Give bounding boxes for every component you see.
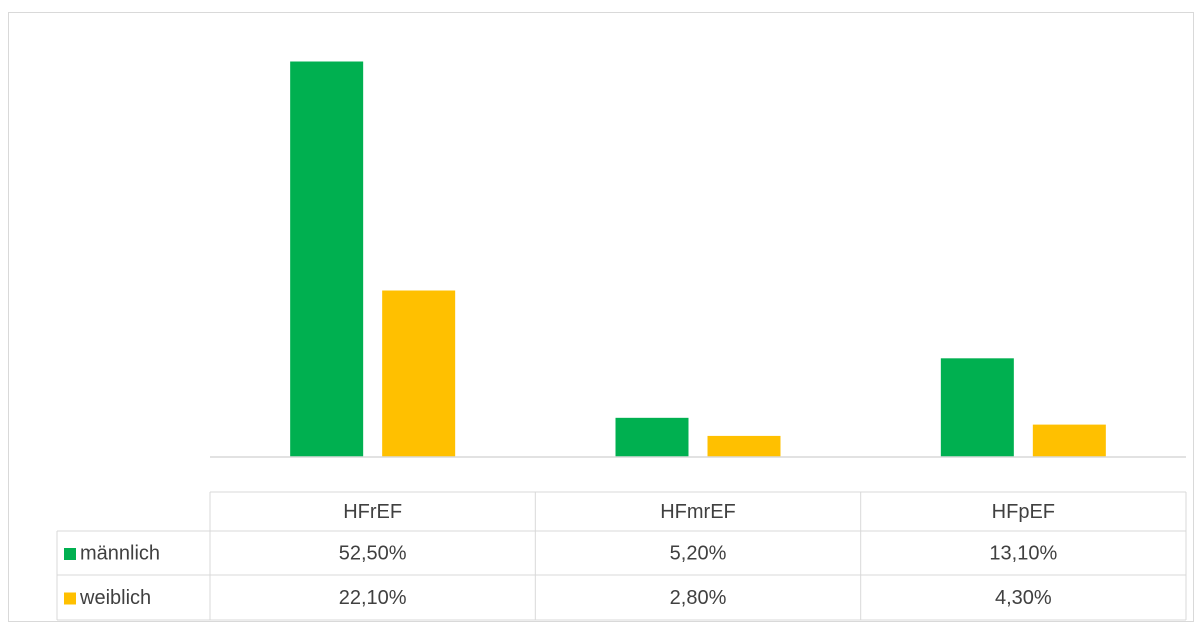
- x-tick-label: HFrEF: [343, 501, 402, 523]
- data-label: 5,20%: [670, 542, 727, 564]
- bar: [290, 61, 364, 457]
- data-label: 22,10%: [339, 587, 407, 609]
- data-label: 52,50%: [339, 542, 407, 564]
- data-label: 13,10%: [989, 542, 1057, 564]
- x-tick-label: HFpEF: [992, 501, 1055, 523]
- legend-swatch: [64, 592, 76, 605]
- legend-label: weiblich: [79, 587, 151, 609]
- x-tick-label: HFmrEF: [660, 501, 736, 523]
- chart-frame: [8, 12, 1194, 622]
- bar: [707, 435, 781, 457]
- legend-swatch: [64, 548, 76, 560]
- bar: [1032, 424, 1106, 457]
- bar: [940, 358, 1014, 457]
- data-label: 2,80%: [670, 587, 727, 609]
- bar: [382, 290, 456, 457]
- bar: [615, 417, 689, 457]
- data-label: 4,30%: [995, 587, 1052, 609]
- legend-label: männlich: [80, 542, 160, 564]
